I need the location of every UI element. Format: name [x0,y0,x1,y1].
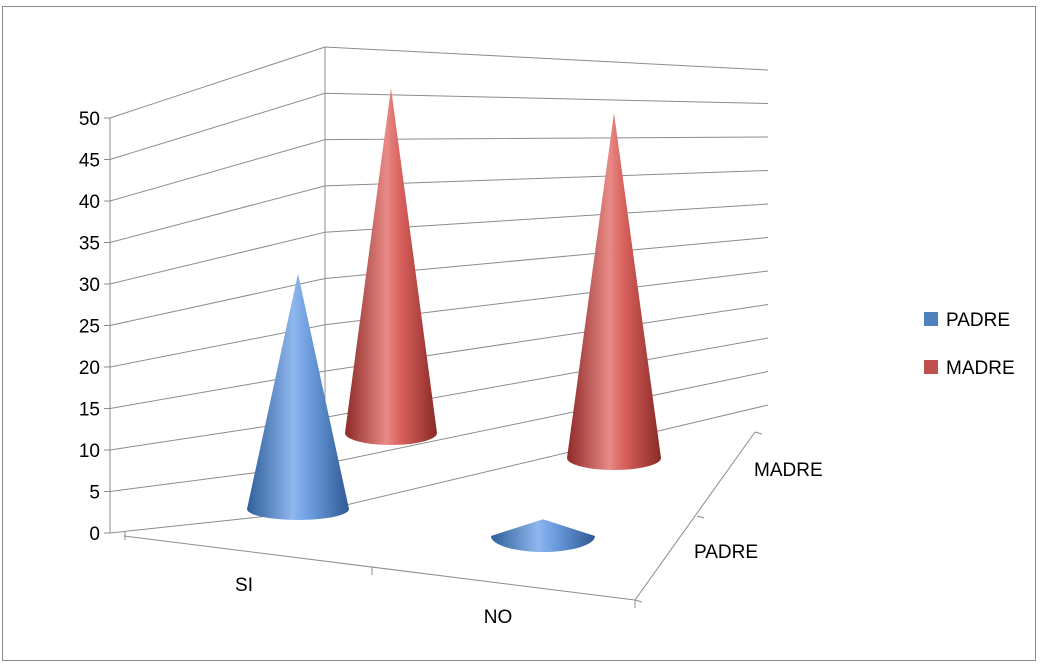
gridline [109,304,769,409]
cone-madre-no [567,113,661,470]
depth-tick-label: MADRE [754,460,823,481]
y-tick-label: 0 [89,524,100,545]
depth-tick-label: PADRE [694,542,758,563]
x-tick-label: NO [484,607,513,628]
y-tick-label: 20 [79,358,100,379]
x-tick-label: SI [235,575,253,596]
y-tick-label: 25 [79,317,100,338]
gridline [109,237,769,326]
y-tick-label: 10 [79,441,100,462]
y-tick-label: 35 [79,234,100,255]
depth-tick [754,431,763,435]
gridline [109,337,769,451]
gridline [109,371,769,492]
cone-padre-si [247,273,349,520]
depth-axis-line [634,431,756,601]
legend-label-madre: MADRE [946,358,1015,379]
y-tick-label: 50 [79,109,100,130]
gridline [109,136,769,202]
legend-swatch-padre [924,312,938,326]
depth-tick [634,599,643,603]
depth-tick [696,515,705,519]
gridline [109,46,769,119]
gridline [109,404,769,534]
y-tick-label: 30 [79,275,100,296]
cone-padre-no [491,519,595,552]
x-axis-line [123,535,636,601]
cone-madre-si [345,88,437,445]
legend-label-padre: PADRE [946,310,1010,331]
gridline [109,170,769,243]
gridline [109,92,769,160]
chart-frame [2,6,1036,661]
y-tick-label: 5 [89,483,100,504]
y-tick-label: 45 [79,151,100,172]
y-tick-label: 15 [79,400,100,421]
y-tick-label: 40 [79,192,100,213]
legend-swatch-madre [924,360,938,374]
